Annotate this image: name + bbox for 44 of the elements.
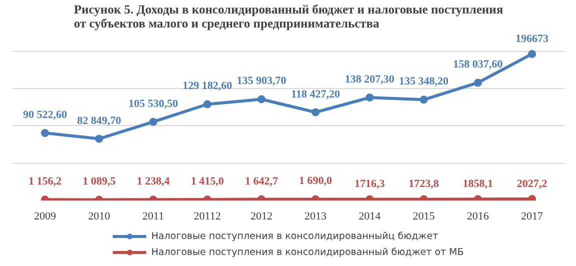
data-label: 135 903,70 bbox=[236, 75, 287, 88]
data-label: 1 415,0 bbox=[190, 175, 224, 188]
data-label: 118 427,20 bbox=[291, 88, 341, 100]
point bbox=[528, 50, 536, 58]
data-label: 1 238,4 bbox=[136, 176, 170, 188]
data-label: 1858,1 bbox=[462, 178, 494, 190]
x-tick-label: 2016 bbox=[466, 210, 490, 222]
data-label: 1 089,5 bbox=[82, 176, 116, 188]
data-label: 90 522,60 bbox=[22, 109, 68, 122]
data-label: 2027,2 bbox=[516, 178, 548, 190]
point bbox=[474, 78, 482, 87]
data-label: 1 156,2 bbox=[28, 176, 62, 188]
point bbox=[257, 95, 266, 104]
data-label: 196673 bbox=[516, 32, 550, 45]
data-label: 135 348,20 bbox=[399, 76, 450, 88]
x-tick-label: 2009 bbox=[34, 210, 56, 222]
legend-label: Налоговые поступления в консолидированный бюджет от МБ bbox=[151, 246, 464, 258]
data-label: 129 182,60 bbox=[182, 80, 233, 92]
chart-title: Рисунок 5. Доходы в консолидированный бюджет и налоговые поступления от субъектов малого и среднего предпринимательства bbox=[74, 2, 504, 30]
point bbox=[203, 100, 212, 108]
x-tick-label: 2014 bbox=[358, 210, 382, 222]
data-label: 1716,3 bbox=[354, 178, 386, 190]
point bbox=[40, 129, 49, 138]
data-label: 1 642,7 bbox=[244, 175, 278, 188]
point bbox=[528, 194, 536, 200]
point bbox=[420, 96, 428, 104]
data-label: 158 037,60 bbox=[453, 58, 504, 71]
point bbox=[312, 108, 320, 116]
x-tick-label: 2013 bbox=[304, 210, 328, 222]
x-tick-label: 2011 bbox=[142, 210, 164, 222]
x-tick-label: 20112 bbox=[194, 210, 221, 222]
point bbox=[149, 118, 158, 126]
data-label: 1 690,0 bbox=[299, 175, 333, 188]
x-tick-label: 2012 bbox=[250, 210, 272, 222]
x-tick-label: 2015 bbox=[412, 210, 436, 222]
point bbox=[95, 134, 104, 143]
legend-label: Налоговые поступления в консолидированныйц бюджет bbox=[151, 230, 438, 242]
data-label: 1723,8 bbox=[408, 178, 440, 190]
data-label: 138 207,30 bbox=[344, 74, 395, 86]
point bbox=[366, 94, 374, 102]
data-label: 82 849,70 bbox=[77, 114, 122, 127]
data-label: 105 530,50 bbox=[128, 98, 178, 110]
x-tick-label: 2010 bbox=[88, 210, 111, 222]
x-tick-label: 2017 bbox=[521, 210, 544, 222]
